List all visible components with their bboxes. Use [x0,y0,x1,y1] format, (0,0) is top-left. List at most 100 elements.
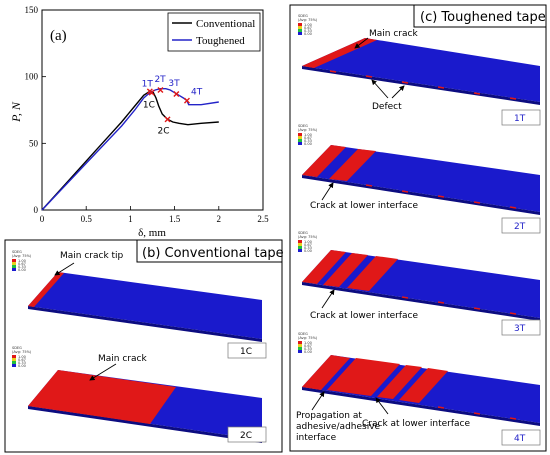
contour-legend: SDEG (Avg: 75%) 1.00 0.67 0.33 0.00 [298,332,318,354]
svg-text:SDEG: SDEG [298,124,308,128]
tape-edge-2t [302,175,540,215]
stage-2c: SDEG (Avg: 75%) 1.00 0.67 0.33 0.00 Main… [12,346,267,443]
y-tick-label: 100 [25,72,39,82]
crack-zone-3t-c [347,256,398,291]
tape-body-3t [302,250,540,318]
crack-zone-4t-d [399,368,448,403]
svg-text:(Avg: 75%): (Avg: 75%) [298,336,318,340]
marker-label-4t: 4T [191,88,203,98]
svg-text:SDEG: SDEG [298,332,308,336]
svg-text:1.00: 1.00 [304,341,312,345]
y-tick-label: 0 [34,205,39,215]
contour-legend: SDEG (Avg: 75%) 1.00 0.67 0.33 0.00 [12,250,32,272]
marker-label-3t: 3T [168,79,180,89]
tape-edge-4t [302,387,540,426]
x-axis-ticks: 0 0.5 1 1.5 2 2.5 [40,206,269,224]
y-tick-label: 150 [25,5,39,15]
note-1t-main-crack: Main crack [369,29,418,39]
svg-text:(Avg: 75%): (Avg: 75%) [12,254,32,258]
legend-label-conventional: Conventional [196,18,255,30]
contour-legend: SDEG (Avg: 75%) 1.00 0.67 0.33 0.00 [298,14,318,36]
stage-3t: SDEG (Avg: 75%) 1.00 0.67 0.33 0.00 Crac… [298,231,541,336]
svg-text:1.00: 1.00 [304,23,312,27]
x-tick-label: 0.5 [81,214,93,224]
svg-text:0.33: 0.33 [304,347,312,351]
stage-2t: SDEG (Avg: 75%) 1.00 0.67 0.33 0.00 Crac… [298,124,541,234]
marker-1t [148,89,155,96]
svg-text:0.33: 0.33 [18,265,26,269]
panel-b: (b) Conventional tape SDEG (Avg: 75%) 1.… [4,239,284,453]
svg-text:0.33: 0.33 [304,139,312,143]
tape-edge-3t [302,282,540,321]
tag-2c: 2C [240,431,252,441]
marker-layer: 1C 2C 1T 2T 3T 4T [142,75,203,136]
legend-label-toughened: Toughened [196,35,245,47]
svg-text:0.00: 0.00 [304,32,312,36]
note-4t-propagation-3: interface [296,433,337,443]
marker-label-1t: 1T [142,80,154,90]
svg-text:0.67: 0.67 [304,136,312,140]
tag-1c: 1C [240,347,252,357]
plot-frame [41,9,264,211]
svg-text:SDEG: SDEG [298,231,308,235]
stage-1c: SDEG (Avg: 75%) 1.00 0.67 0.33 0.00 Main… [12,250,267,359]
tag-1t: 1T [514,114,526,124]
svg-text:(Avg: 75%): (Avg: 75%) [298,235,318,239]
svg-text:SDEG: SDEG [298,14,308,18]
series-layer [41,87,219,211]
x-tick-label: 2 [217,214,222,224]
crack-zone-2c [28,370,176,424]
svg-text:1.00: 1.00 [304,240,312,244]
svg-text:1.00: 1.00 [304,133,312,137]
svg-text:0.00: 0.00 [304,142,312,146]
tape-body-1t [302,38,540,102]
defect-marks [401,296,517,315]
contour-legend: SDEG (Avg: 75%) 1.00 0.67 0.33 0.00 [298,231,318,253]
series-line-toughened [41,87,219,211]
legend: Conventional Toughened [167,12,261,52]
crack-zone-1c [28,272,64,307]
marker-label-1c: 1C [143,100,155,110]
panel-c-title: (c) Toughened tape [420,10,546,25]
stage-4t: SDEG (Avg: 75%) 1.00 0.67 0.33 0.00 Prop… [296,332,541,446]
crack-zone-3t-a [302,250,346,284]
svg-text:SDEG: SDEG [12,250,22,254]
svg-text:0.00: 0.00 [18,364,26,368]
svg-text:0.67: 0.67 [304,243,312,247]
defect-marks [437,406,517,420]
panel-label-a: (a) [50,28,67,44]
defect-marks [365,184,517,209]
svg-text:0.00: 0.00 [304,350,312,354]
note-1t-defect: Defect [372,102,402,112]
svg-text:1.00: 1.00 [18,355,26,359]
svg-text:0.67: 0.67 [18,262,26,266]
note-4t-propagation-2: adhesive/adhesive [296,422,381,432]
marker-label-2c: 2C [158,126,170,136]
panel-b-title: (b) Conventional tape [142,246,284,261]
panel-c: (c) Toughened tape SDEG (Avg: 75%) 1.00 … [289,4,547,452]
svg-text:SDEG: SDEG [12,346,22,350]
svg-text:0.33: 0.33 [18,361,26,365]
crack-zone-3t-b [323,253,368,287]
marker-3t [173,91,180,97]
tape-body-1c [28,272,262,339]
crack-zone-4t-c [377,365,422,399]
x-tick-label: 1 [128,214,133,224]
x-tick-label: 1.5 [169,214,181,224]
marker-4t [183,97,190,104]
note-1c: Main crack tip [60,251,124,261]
x-axis-label: δ, mm [138,227,166,239]
note-4t-propagation-1: Propagation at [296,411,362,421]
y-axis-ticks: 0 50 100 150 [25,5,46,215]
contour-legend: SDEG (Avg: 75%) 1.00 0.67 0.33 0.00 [12,346,32,368]
svg-text:0.67: 0.67 [18,358,26,362]
y-tick-label: 50 [29,138,39,148]
tape-edge-1c [28,306,262,342]
svg-text:0.00: 0.00 [304,249,312,253]
series-line-conventional [41,90,219,211]
marker-2c [164,116,171,123]
stage-1t: SDEG (Avg: 75%) 1.00 0.67 0.33 0.00 Main… [298,14,541,126]
note-4t-lower: Crack at lower interface [362,419,470,429]
crack-zone-2t-a [302,145,346,177]
